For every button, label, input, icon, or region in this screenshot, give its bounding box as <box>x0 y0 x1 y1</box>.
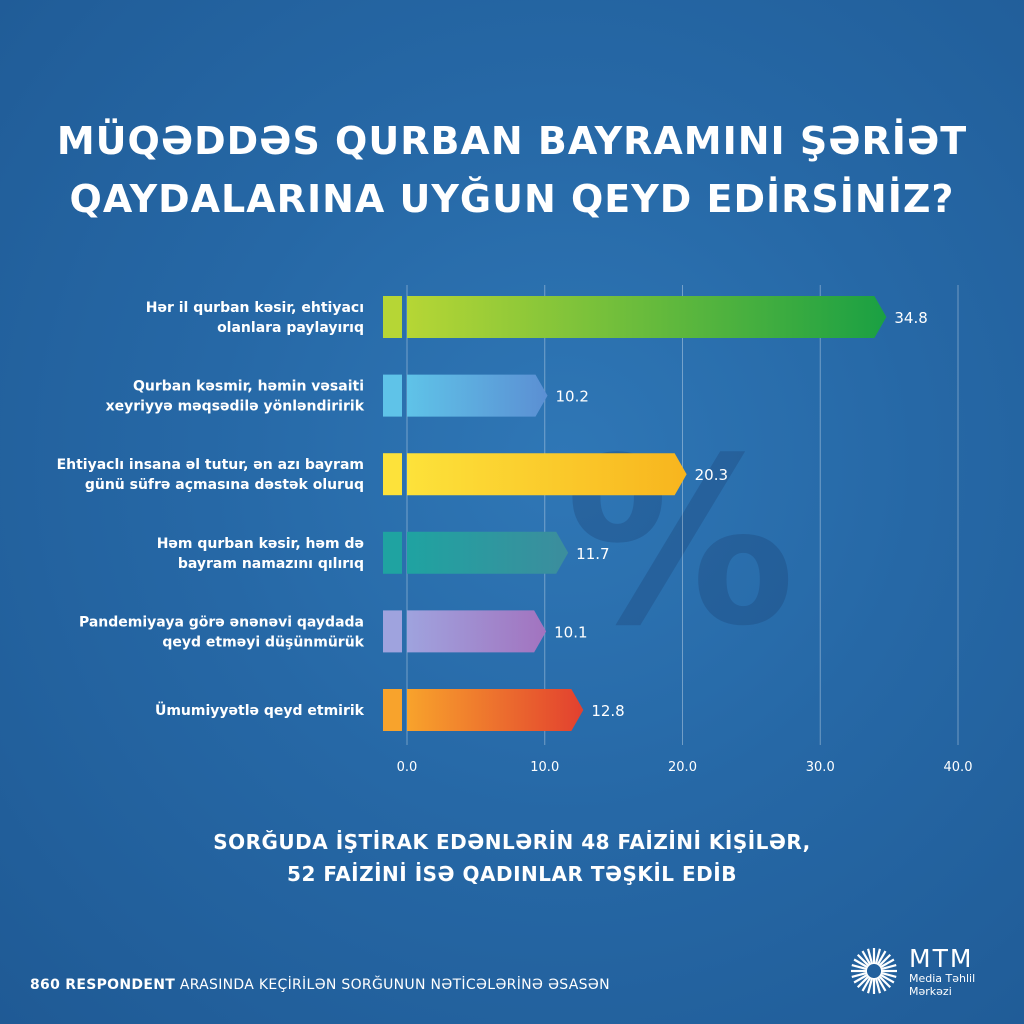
mtm-logo: MTM Media Təhlil Mərkəzi <box>849 944 999 998</box>
x-tick-label: 10.0 <box>530 760 559 775</box>
logo-subtitle-line-2: Mərkəzi <box>909 985 952 998</box>
bar-cap <box>383 374 402 417</box>
category-labels: 34.8 Hər il qurban kəsir, ehtiyacı olanlar… <box>57 300 928 720</box>
bar-cap <box>383 531 402 574</box>
bar-cap <box>383 453 402 496</box>
logo-acronym: MTM <box>909 944 974 973</box>
bar-value-label: 10.2 <box>556 388 589 406</box>
logo-subtitle: Media Təhlil Mərkəzi <box>909 972 975 998</box>
title-line-2: QAYDALARINA UYĞUN QEYD EDİRSİNİZ? <box>69 177 955 221</box>
bar-value-label: 20.3 <box>695 466 728 484</box>
bar-cap <box>383 296 402 338</box>
bar <box>407 689 584 731</box>
category-label: Qurban kəsmir, həmin vəsaiti xeyriyyə məq… <box>106 379 365 415</box>
logo-starburst-icon <box>851 948 897 994</box>
bar-cap <box>383 610 402 653</box>
bar <box>407 374 548 417</box>
title-line-1: MÜQƏDDƏS QURBAN BAYRAMINI ŞƏRİƏT <box>56 119 968 163</box>
logo-subtitle-line-1: Media Təhlil <box>909 972 976 985</box>
chart-title: MÜQƏDDƏS QURBAN BAYRAMINI ŞƏRİƏT QAYDALA… <box>0 112 1024 228</box>
survey-note: SORĞUDA İŞTİRAK EDƏNLƏRİN 48 FAİZİNİ KİŞ… <box>0 826 1024 890</box>
category-label: Pandemiyaya görə ənənəvi qaydada qeyd etm… <box>79 614 365 650</box>
category-label: Hər il qurban kəsir, ehtiyacı olanlara pa… <box>146 300 364 336</box>
x-axis-ticks: 0.0 10.0 20.0 30.0 40.0 <box>397 760 973 775</box>
bar-value-label: 12.8 <box>591 702 624 720</box>
bar-cap <box>383 689 402 731</box>
note-line-1: SORĞUDA İŞTİRAK EDƏNLƏRİN 48 FAİZİNİ KİŞ… <box>213 830 811 854</box>
note-line-2: 52 FAİZİNİ İSƏ QADINLAR TƏŞKİL EDİB <box>287 862 737 886</box>
category-label: Həm qurban kəsir, həm də bayram namazını … <box>157 536 364 572</box>
bar-value-label: 10.1 <box>554 623 587 641</box>
bar-value-label: 11.7 <box>576 545 609 563</box>
source-text: ARASINDA KEÇİRİLƏN SORĞUNUN NƏTİCƏLƏRİNƏ… <box>175 977 610 993</box>
x-tick-label: 0.0 <box>397 760 418 775</box>
category-label: Ümumiyyətlə qeyd etmirik <box>155 701 365 719</box>
x-tick-label: 40.0 <box>944 760 973 775</box>
category-label: Ehtiyaclı insana əl tutur, ən azı bayram… <box>57 457 364 493</box>
respondent-count: 860 RESPONDENT <box>30 977 176 993</box>
x-tick-label: 20.0 <box>668 760 697 775</box>
bar <box>407 531 569 574</box>
bar <box>407 453 687 496</box>
bar <box>407 296 887 338</box>
grid-lines <box>406 285 959 745</box>
x-tick-label: 30.0 <box>806 760 835 775</box>
bar-value-label: 34.8 <box>894 309 927 327</box>
bars <box>383 296 887 731</box>
source-footer: 860 RESPONDENT ARASINDA KEÇİRİLƏN SORĞUN… <box>30 977 610 993</box>
bar <box>407 610 547 653</box>
